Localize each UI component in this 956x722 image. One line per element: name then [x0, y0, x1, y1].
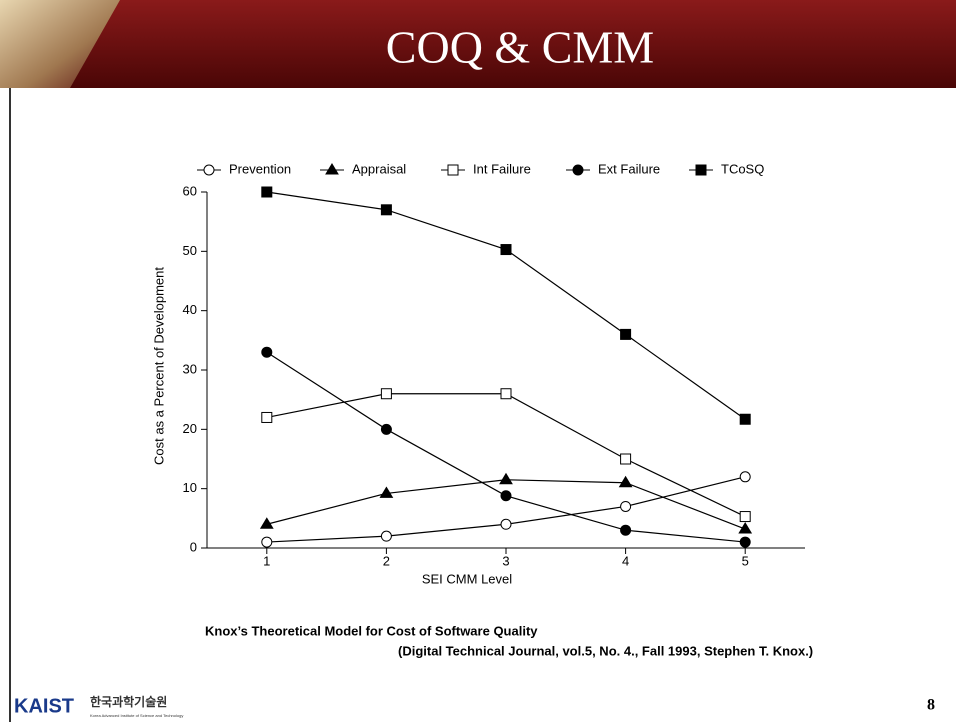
data-marker [739, 471, 751, 483]
data-marker [499, 472, 513, 485]
caption: Knox’s Theoretical Model for Cost of Sof… [205, 623, 538, 638]
legend-marker [447, 164, 459, 176]
y-tick-label: 10 [183, 480, 197, 495]
data-marker [379, 486, 394, 498]
legend-marker [325, 163, 339, 175]
slide-title: COQ & CMM [386, 22, 654, 73]
y-tick-label: 20 [183, 421, 197, 436]
series-line [266, 351, 746, 543]
data-marker [380, 530, 392, 542]
x-tick-label: 1 [263, 553, 270, 568]
x-tick-label: 5 [742, 553, 749, 568]
series-line [266, 191, 746, 420]
data-marker [380, 204, 392, 216]
page-number: 8 [927, 697, 935, 714]
data-marker [500, 388, 512, 400]
x-tick-label: 4 [622, 553, 629, 568]
data-marker [739, 511, 751, 523]
x-axis-title: SEI CMM Level [422, 571, 512, 586]
data-marker [620, 453, 632, 465]
legend-label: TCoSQ [721, 161, 764, 176]
header-band [0, 0, 956, 88]
y-tick-label: 0 [190, 539, 197, 554]
legend-marker [695, 164, 707, 176]
y-tick-label: 60 [183, 183, 197, 198]
data-marker [261, 411, 273, 423]
data-marker [261, 536, 273, 548]
data-marker [738, 522, 753, 534]
data-marker [380, 388, 392, 400]
x-tick-label: 2 [383, 553, 390, 568]
data-marker [620, 500, 632, 512]
logo-korean: 한국과학기술원 [90, 694, 167, 709]
header-image [0, 0, 120, 88]
data-marker [259, 517, 274, 529]
data-marker [620, 524, 632, 536]
y-tick-label: 30 [183, 361, 197, 376]
legend-label: Ext Failure [598, 161, 660, 176]
y-tick-label: 50 [183, 243, 197, 258]
legend-label: Int Failure [473, 161, 531, 176]
legend-marker [572, 164, 584, 176]
y-axis-title: Cost as a Percent of Development [151, 267, 166, 465]
logo-english: Korea Advanced Institute of Science and … [90, 713, 183, 718]
legend-label: Prevention [229, 161, 291, 176]
series-line [266, 476, 746, 543]
data-marker [261, 186, 273, 198]
data-marker [739, 536, 751, 548]
logo: KAIST [14, 695, 74, 717]
citation: (Digital Technical Journal, vol.5, No. 4… [398, 643, 813, 658]
data-marker [618, 475, 633, 488]
data-marker [261, 346, 273, 358]
data-marker [620, 328, 632, 340]
data-marker [500, 244, 512, 256]
legend-label: Appraisal [352, 161, 406, 176]
y-tick-label: 40 [183, 302, 197, 317]
data-marker [500, 518, 512, 530]
data-marker [380, 423, 392, 435]
data-marker [500, 490, 512, 502]
data-marker [739, 413, 751, 425]
legend-marker [203, 164, 215, 176]
x-tick-label: 3 [502, 553, 509, 568]
